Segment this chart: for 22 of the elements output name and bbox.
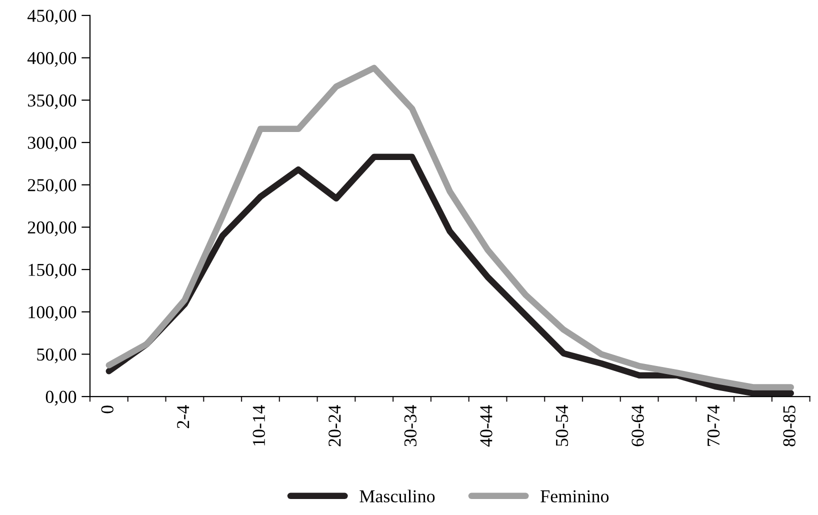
x-tick-label: 60-64	[632, 405, 644, 446]
x-tick-label: 2-4	[177, 405, 190, 428]
y-tick-label: 250,00	[28, 179, 76, 194]
y-tick-label: 0,00	[46, 390, 76, 406]
y-tick-label: 350,00	[28, 94, 76, 110]
x-tick-label: 10-14	[252, 405, 265, 446]
x-tick-label: 40-44	[480, 405, 492, 447]
x-tick-label: 70-74	[707, 405, 720, 446]
x-tick-label: 20-24	[328, 405, 341, 446]
legend-label: Masculino	[360, 490, 435, 502]
x-tick-label: 30-34	[404, 405, 417, 446]
x-tick-label: 80-85	[783, 406, 796, 446]
y-tick-label: 200,00	[28, 221, 76, 236]
y-tick-label: 100,00	[28, 306, 76, 321]
y-tick-label: 50,00	[37, 348, 76, 364]
y-tick-label: 300,00	[28, 136, 76, 152]
x-tick-label: 50-54	[556, 405, 568, 446]
y-tick-label: 450,00	[27, 10, 76, 24]
legend-label: Feminino	[540, 490, 609, 502]
x-tick-label: 0	[101, 406, 114, 414]
y-tick-label: 150,00	[28, 264, 76, 279]
y-tick-label: 400,00	[27, 52, 76, 67]
